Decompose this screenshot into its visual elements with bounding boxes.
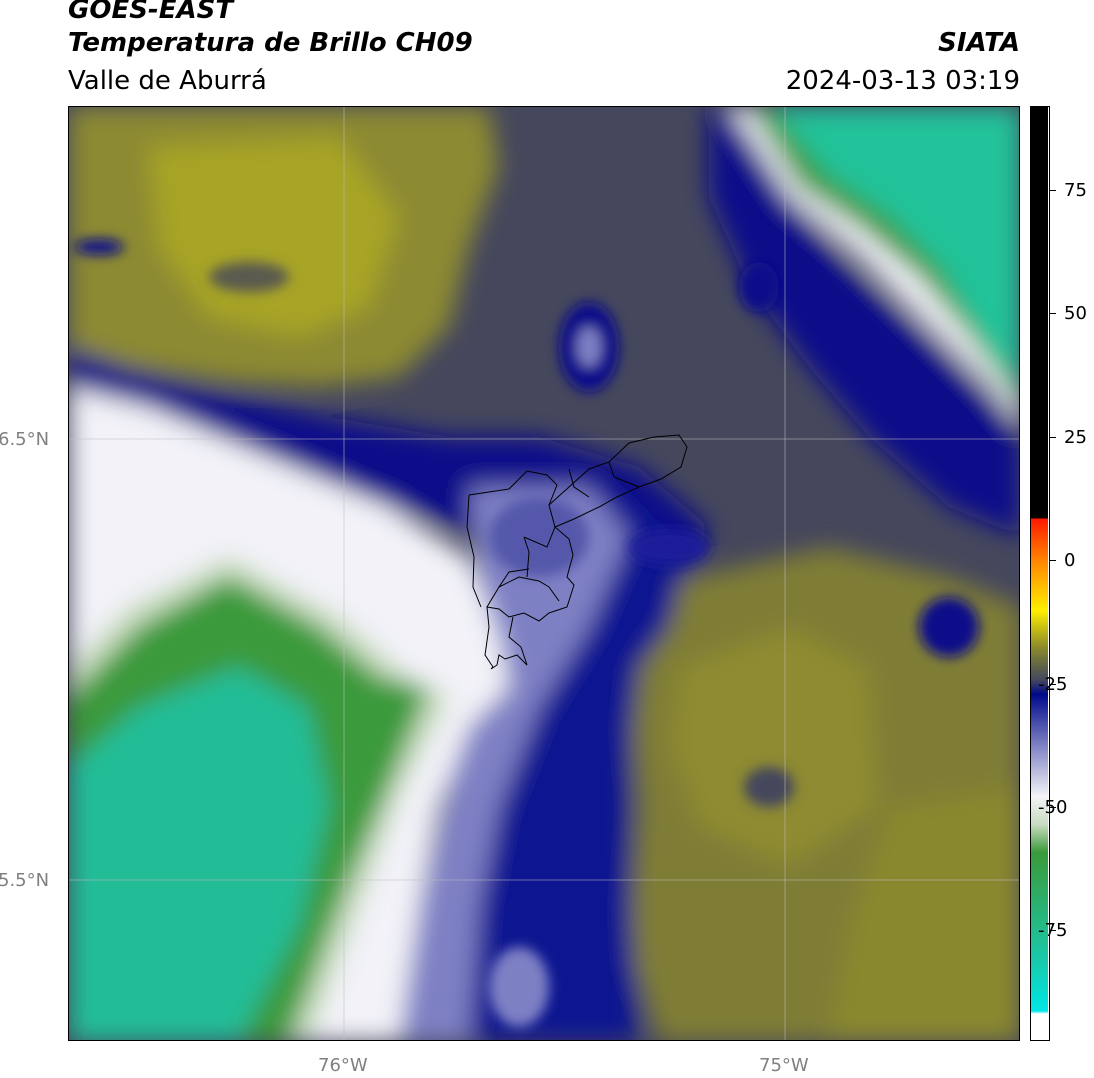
colorbar-gradient (1031, 107, 1048, 1039)
temperature-colorbar (1030, 106, 1050, 1041)
lon-label-75: 75°W (759, 1055, 809, 1076)
product-title: Temperatura de Brillo CH09 (68, 28, 473, 58)
region-label: Valle de Aburrá (68, 66, 267, 96)
lat-label-6.5: 6.5°N (0, 429, 50, 450)
colorbar-tick-0: 0 (1064, 550, 1076, 571)
satellite-map (68, 106, 1020, 1041)
satellite-title: GOES-EAST (68, 0, 234, 25)
valle-de-aburra-boundaries (466, 434, 688, 670)
colorbar-tick-minus-25: -25 (1038, 674, 1068, 695)
lat-label-5.5: 5.5°N (0, 870, 50, 891)
timestamp-label: 2024-03-13 03:19 (785, 66, 1020, 96)
colorbar-tick-50: 50 (1064, 303, 1087, 324)
colorbar-tick-minus-50: -50 (1038, 797, 1068, 818)
lon-label-76: 76°W (318, 1055, 368, 1076)
colorbar-tick-75: 75 (1064, 180, 1087, 201)
agency-label: SIATA (938, 28, 1020, 58)
colorbar-tick-minus-75: -75 (1038, 920, 1068, 941)
colorbar-tick-25: 25 (1064, 427, 1087, 448)
brightness-temperature-field (69, 107, 1019, 1040)
